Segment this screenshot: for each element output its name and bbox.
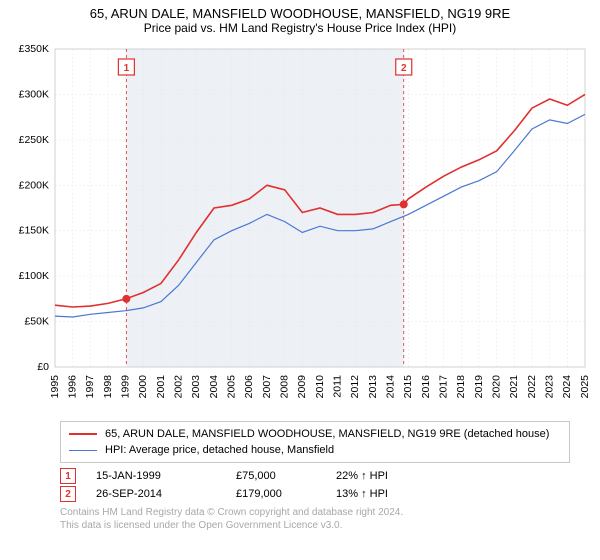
svg-text:£200K: £200K: [19, 179, 49, 191]
table-row: 1 15-JAN-1999 £75,000 22% ↑ HPI: [60, 467, 570, 485]
svg-text:2024: 2024: [561, 375, 573, 399]
svg-text:2023: 2023: [543, 375, 555, 399]
svg-text:1999: 1999: [119, 375, 131, 399]
svg-text:2017: 2017: [437, 375, 449, 399]
svg-text:2011: 2011: [331, 375, 343, 398]
svg-text:2003: 2003: [190, 375, 202, 399]
svg-text:1995: 1995: [49, 375, 61, 399]
legend-row-1: 65, ARUN DALE, MANSFIELD WOODHOUSE, MANS…: [69, 426, 561, 442]
legend-row-2: HPI: Average price, detached house, Mans…: [69, 442, 561, 458]
sales-table: 1 15-JAN-1999 £75,000 22% ↑ HPI 2 26-SEP…: [60, 467, 570, 503]
marker-box-icon: 2: [60, 486, 76, 502]
svg-text:£50K: £50K: [24, 316, 49, 328]
sale-hpi-diff: 22% ↑ HPI: [336, 470, 456, 482]
svg-text:2008: 2008: [278, 375, 290, 399]
sale-price: £179,000: [236, 488, 336, 500]
footnote-line2: This data is licensed under the Open Gov…: [60, 520, 570, 533]
svg-text:1998: 1998: [102, 375, 114, 399]
sale-date: 15-JAN-1999: [96, 470, 236, 482]
legend-swatch-series2: [69, 450, 97, 451]
chart-title: 65, ARUN DALE, MANSFIELD WOODHOUSE, MANS…: [0, 0, 600, 37]
svg-text:1996: 1996: [66, 375, 78, 399]
marker-box-icon: 1: [60, 468, 76, 484]
svg-text:2012: 2012: [349, 375, 361, 399]
svg-text:2007: 2007: [261, 375, 273, 399]
svg-text:2016: 2016: [420, 375, 432, 399]
svg-text:£0: £0: [37, 361, 49, 373]
legend-label-2: HPI: Average price, detached house, Mans…: [105, 444, 334, 456]
svg-text:2015: 2015: [402, 375, 414, 399]
footnote: Contains HM Land Registry data © Crown c…: [60, 507, 570, 532]
svg-text:2: 2: [401, 63, 407, 74]
svg-text:2018: 2018: [455, 375, 467, 399]
svg-text:2019: 2019: [473, 375, 485, 399]
title-line1: 65, ARUN DALE, MANSFIELD WOODHOUSE, MANS…: [10, 6, 590, 21]
legend-label-1: 65, ARUN DALE, MANSFIELD WOODHOUSE, MANS…: [105, 428, 549, 440]
svg-text:2006: 2006: [243, 375, 255, 399]
svg-text:2001: 2001: [155, 375, 167, 399]
svg-text:2002: 2002: [172, 375, 184, 399]
svg-text:2005: 2005: [225, 375, 237, 399]
svg-text:£100K: £100K: [19, 270, 49, 282]
line-chart: £0 £50K £100K £150K £200K £250K £300K £350K 1995…: [0, 37, 600, 417]
svg-text:2013: 2013: [367, 375, 379, 399]
sale-hpi-diff: 13% ↑ HPI: [336, 488, 456, 500]
sale-price: £75,000: [236, 470, 336, 482]
svg-text:2025: 2025: [579, 375, 591, 399]
svg-text:2014: 2014: [384, 375, 396, 399]
svg-text:£150K: £150K: [19, 225, 49, 237]
chart-svg: £0 £50K £100K £150K £200K £250K £300K £350K 1995…: [0, 37, 600, 417]
svg-text:2021: 2021: [508, 375, 520, 399]
footnote-line1: Contains HM Land Registry data © Crown c…: [60, 507, 570, 520]
sale-date: 26-SEP-2014: [96, 488, 236, 500]
svg-text:£300K: £300K: [19, 88, 49, 100]
svg-text:2010: 2010: [314, 375, 326, 399]
svg-text:£350K: £350K: [19, 43, 49, 55]
legend: 65, ARUN DALE, MANSFIELD WOODHOUSE, MANS…: [60, 421, 570, 463]
svg-text:2000: 2000: [137, 375, 149, 399]
svg-text:2020: 2020: [490, 375, 502, 399]
svg-text:2022: 2022: [526, 375, 538, 399]
table-row: 2 26-SEP-2014 £179,000 13% ↑ HPI: [60, 485, 570, 503]
svg-text:1997: 1997: [84, 375, 96, 399]
svg-text:2009: 2009: [296, 375, 308, 399]
svg-text:£250K: £250K: [19, 134, 49, 146]
title-line2: Price paid vs. HM Land Registry's House …: [10, 21, 590, 35]
svg-text:2004: 2004: [208, 375, 220, 399]
svg-text:1: 1: [124, 63, 130, 74]
legend-swatch-series1: [69, 433, 97, 435]
